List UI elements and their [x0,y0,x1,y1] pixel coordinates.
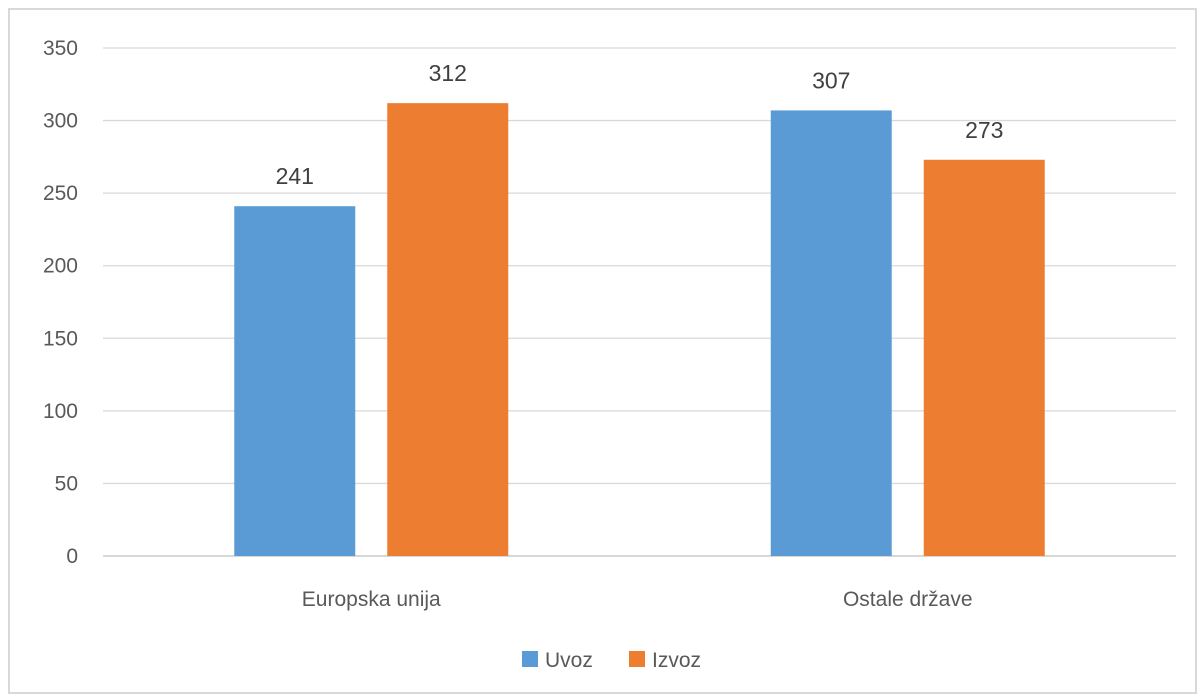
bar-izvoz-2 [923,159,1045,556]
y-tick-label: 350 [43,37,78,60]
y-tick-label: 250 [43,182,78,205]
legend-swatch-uvoz [522,651,538,667]
legend-label: Izvoz [652,649,701,672]
bar-izvoz-1 [387,103,509,556]
y-tick-label: 300 [43,110,78,133]
y-tick-label: 100 [43,400,78,423]
bar-uvoz-1 [234,206,356,556]
data-labels: 241 312 307 273 [276,60,1004,189]
y-tick-label: 150 [43,327,78,350]
legend-swatch-izvoz [629,651,645,667]
bars [234,103,1045,556]
data-label: 241 [276,163,314,189]
y-tick-label: 0 [66,545,78,568]
y-axis-tick-labels: 0 50 100 150 200 250 300 350 [43,37,78,568]
data-label: 273 [965,117,1003,143]
data-label: 312 [429,60,467,86]
x-axis-category-labels: Europska unija Ostale države [302,588,973,611]
x-category-label: Ostale države [843,588,973,611]
legend-label: Uvoz [545,649,593,672]
bar-uvoz-2 [770,110,892,556]
data-label: 307 [812,67,850,93]
x-category-label: Europska unija [302,588,441,611]
y-tick-label: 200 [43,255,78,278]
y-tick-label: 50 [55,472,78,495]
legend: Uvoz Izvoz [522,649,701,672]
